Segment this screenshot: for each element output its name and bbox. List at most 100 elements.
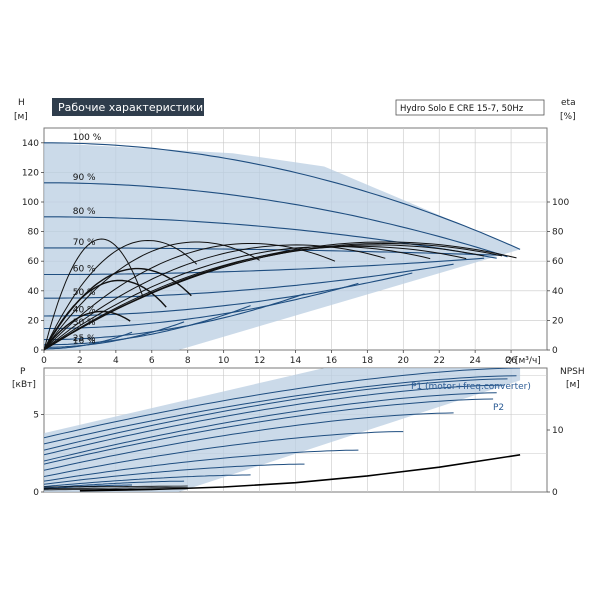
x-tick-label: 16 [326, 356, 338, 366]
head-curve [44, 293, 305, 341]
x-tick-label: 22 [433, 356, 444, 366]
npsh-axis-label: NPSH [560, 367, 585, 377]
speed-label: 25 % [73, 334, 96, 344]
efficiency-curve [44, 245, 431, 351]
head-curve [44, 331, 133, 350]
npsh-tick-label: 0 [552, 488, 558, 498]
y-tick-label: 120 [22, 168, 39, 178]
speed-label: 50 % [73, 288, 96, 298]
eta-axis-label: eta [561, 98, 576, 108]
p1-curve [44, 378, 508, 451]
head-curve [44, 305, 251, 346]
efficiency-curves [44, 238, 517, 351]
p2-series-label: P2 [493, 403, 504, 413]
efficiency-curve [44, 242, 503, 351]
npsh-tick-label: 10 [552, 426, 564, 436]
x-tick-label: 12 [254, 356, 265, 366]
y-tick-label: 100 [22, 198, 39, 208]
p1-curve [44, 484, 132, 490]
npsh-axis-unit: [м] [566, 380, 580, 390]
x-tick-label: 10 [218, 356, 230, 366]
p1-curve [44, 431, 404, 477]
y-tick-label: 140 [22, 139, 39, 149]
flow-axis-unit: [м³/ч] [515, 356, 541, 366]
eta-tick-label: 100 [552, 198, 569, 208]
p1-curve [44, 368, 521, 439]
y-tick-label: 40 [28, 287, 40, 297]
p1-curve [44, 463, 305, 485]
p1-curve [44, 449, 359, 482]
power-curves [44, 368, 521, 492]
head-curve [44, 321, 185, 348]
x-tick-label: 26 [505, 356, 517, 366]
speed-labels: 100 % 90 % 80 % 70 % 60 % 50 % 40 % 30 % 25 %16 … [73, 133, 102, 346]
y-tick-label: 0 [33, 346, 39, 356]
x-tick-label: 20 [398, 356, 410, 366]
model-box [395, 99, 545, 116]
p1-curve [44, 480, 185, 489]
x-tick-label: 24 [469, 356, 481, 366]
flow-axis-label: Q [505, 356, 512, 366]
eta-tick-label: 20 [552, 316, 564, 326]
speed-label: 80 % [73, 207, 96, 217]
head-curves [44, 142, 521, 350]
p1-curve [44, 412, 454, 471]
efficiency-curve [44, 238, 144, 351]
eta-tick-label: 40 [552, 287, 564, 297]
npsh-low-curve [44, 488, 188, 491]
head-curve [44, 263, 454, 299]
p1-curve [44, 392, 497, 462]
efficiency-curve [44, 239, 198, 351]
p1-curve [44, 474, 251, 488]
x-tick-label: 18 [362, 356, 374, 366]
npsh-low-curve [44, 487, 188, 489]
eta-tick-label: 60 [552, 257, 564, 267]
eta-tick-label: 0 [552, 346, 558, 356]
p2-curve [44, 375, 517, 445]
x-tick-label: 2 [77, 356, 83, 366]
power-axis-label: P [20, 367, 26, 377]
x-tick-label: 8 [185, 356, 191, 366]
x-tick-label: 4 [113, 356, 119, 366]
p1-series-label: P1 (motor+freq.converter) [411, 382, 531, 392]
speed-label: 100 % [73, 133, 102, 143]
efficiency-curve [44, 243, 336, 351]
power-tick-label: 0 [33, 488, 39, 498]
npsh-low-curve [44, 485, 188, 488]
eta-axis-unit: [%] [560, 112, 576, 122]
model-label: Hydro Solo E CRE 15-7, 50Hz [400, 104, 524, 114]
power-ticks: 0 5 0 10 [33, 411, 563, 499]
speed-label: 16 % [73, 336, 96, 346]
efficiency-curve [44, 241, 517, 351]
head-curve [44, 216, 497, 259]
head-curve [44, 142, 521, 250]
speed-label: 90 % [73, 173, 96, 183]
title-box [52, 98, 204, 116]
p2-curve [44, 384, 504, 456]
efficiency-curve-low [44, 267, 192, 351]
head-ticks: 0 2 4 6 8 10 12 14 16 18 20 22 24 2602040608010012014… [22, 139, 570, 366]
y-tick-label: 60 [28, 257, 40, 267]
speed-label: 70 % [73, 238, 96, 248]
power-tick-label: 5 [33, 411, 39, 421]
x-tick-label: 14 [290, 356, 302, 366]
p2-curve [44, 398, 494, 465]
x-tick-label: 6 [149, 356, 155, 366]
speed-label: 60 % [73, 264, 96, 274]
y-tick-label: 20 [28, 316, 40, 326]
power-area [44, 368, 521, 492]
speed-label: 40 % [73, 306, 96, 316]
power-area-fill [44, 368, 521, 492]
head-axis-label: H [18, 98, 25, 108]
head-curve [44, 282, 359, 330]
efficiency-curve-low [44, 310, 131, 351]
eta-tick-label: 80 [552, 228, 564, 238]
head-axis-unit: [м] [14, 112, 28, 122]
y-tick-label: 80 [28, 228, 40, 238]
chart-title: Рабочие характеристики [58, 101, 203, 114]
speed-label: 30 % [73, 318, 96, 328]
head-curve [44, 182, 508, 258]
x-tick-label: 0 [41, 356, 47, 366]
